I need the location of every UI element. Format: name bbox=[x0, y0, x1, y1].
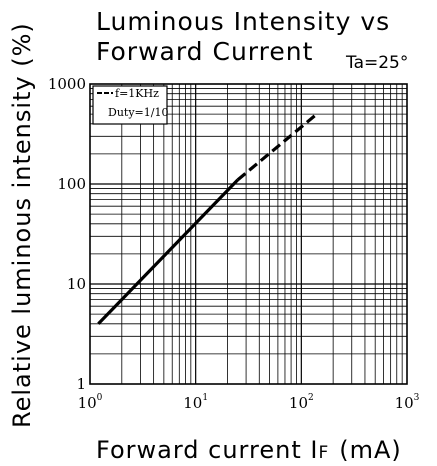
x-axis-label: Forward current IF (mA) bbox=[96, 436, 402, 464]
legend-line-1: f=1KHz bbox=[115, 87, 159, 100]
x-tick-label-exponent: 2 bbox=[308, 393, 314, 403]
x-tick-label-exponent: 1 bbox=[202, 393, 208, 403]
series-line-dashed bbox=[236, 112, 318, 182]
x-tick-label-exponent: 3 bbox=[414, 393, 420, 403]
x-tick-label-base: 10 bbox=[78, 394, 97, 412]
y-tick-label: 10 bbox=[67, 275, 86, 293]
x-axis-label-subscript: F bbox=[318, 443, 329, 463]
x-tick-label-base: 10 bbox=[395, 394, 414, 412]
plot-frame bbox=[89, 83, 408, 385]
x-tick-label: 103 bbox=[395, 393, 420, 412]
x-tick-label: 102 bbox=[289, 393, 314, 412]
x-tick-label-base: 10 bbox=[183, 394, 202, 412]
y-tick-labels: 1 10 100 1000 bbox=[48, 75, 86, 393]
legend: f=1KHz Duty=1/10 bbox=[92, 85, 168, 125]
series bbox=[97, 112, 318, 325]
x-tick-label: 100 bbox=[78, 393, 103, 412]
grid bbox=[90, 84, 407, 384]
series-line-solid bbox=[97, 178, 239, 325]
x-axis-label-unit: (mA) bbox=[339, 436, 402, 464]
y-tick-label: 1000 bbox=[48, 75, 86, 93]
y-axis-label: Relative luminous intensity (%) bbox=[8, 22, 36, 428]
x-tick-label-exponent: 0 bbox=[97, 393, 103, 403]
y-tick-label: 100 bbox=[57, 175, 86, 193]
chart-title-line-1: Luminous Intensity vs bbox=[96, 7, 390, 36]
x-tick-labels: 100 101 102 103 bbox=[78, 393, 420, 412]
legend-line-2: Duty=1/10 bbox=[108, 106, 168, 119]
y-tick-label: 1 bbox=[76, 375, 86, 393]
x-axis-label-main: Forward current I bbox=[96, 436, 318, 464]
chart-title-line-2: Forward Current bbox=[96, 37, 313, 66]
x-tick-label: 101 bbox=[183, 393, 208, 412]
temperature-condition: Ta=25° bbox=[345, 53, 408, 73]
x-tick-label-base: 10 bbox=[289, 394, 308, 412]
